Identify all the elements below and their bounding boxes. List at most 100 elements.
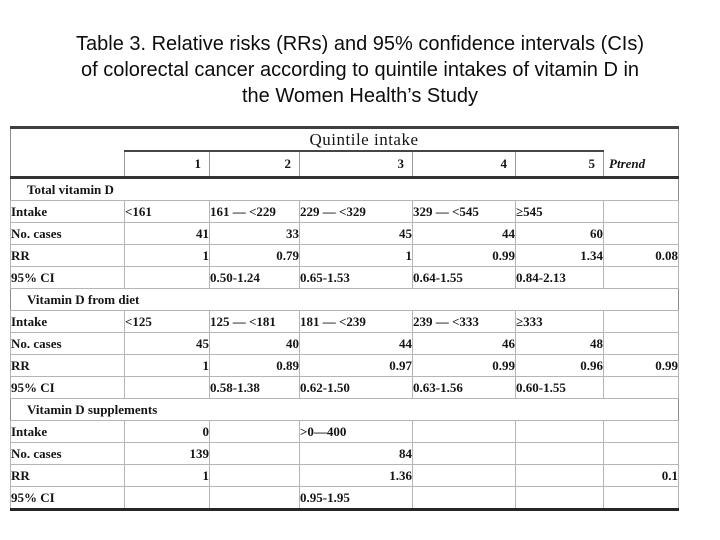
table-cell: 1 bbox=[124, 354, 210, 377]
table-cell bbox=[514, 420, 605, 443]
table-cell: 45 bbox=[299, 222, 413, 245]
table-cell: <161 bbox=[124, 200, 210, 223]
table-cell bbox=[412, 420, 516, 443]
table-cell: 329 — <545 bbox=[412, 200, 516, 223]
table-cell: 0.60-1.55 bbox=[514, 376, 605, 399]
table-cell: 41 bbox=[124, 222, 210, 245]
table-cell: 40 bbox=[209, 332, 300, 355]
table-cell: 46 bbox=[412, 332, 516, 355]
table-cell bbox=[209, 486, 300, 510]
row-label: No. cases bbox=[10, 442, 125, 465]
quintile-5-header: 5 bbox=[514, 151, 605, 179]
row-no-cases: No. cases 45 40 44 46 48 bbox=[10, 332, 680, 355]
table-cell: 0.62-1.50 bbox=[299, 376, 413, 399]
table-cell: 239 — <333 bbox=[412, 310, 516, 333]
ptrend-cell bbox=[603, 376, 680, 399]
table-cell: 0.63-1.56 bbox=[412, 376, 516, 399]
header-spacer bbox=[10, 151, 125, 179]
table-cell: 1 bbox=[124, 464, 210, 487]
vitamin-d-table: Quintile intake 1 2 3 4 5 Ptrend Total v… bbox=[10, 126, 680, 511]
ptrend-cell: 0.99 bbox=[603, 354, 680, 377]
ptrend-cell: 0.08 bbox=[603, 244, 680, 267]
ptrend-cell bbox=[603, 200, 680, 223]
table-cell: 161 — <229 bbox=[209, 200, 300, 223]
row-label: Intake bbox=[10, 420, 125, 443]
section-row-total-vitamin-d: Total vitamin D bbox=[10, 177, 679, 201]
table-cell: 0.64-1.55 bbox=[412, 266, 516, 289]
table-cell: <125 bbox=[124, 310, 210, 333]
section-label: Vitamin D supplements bbox=[10, 398, 679, 421]
row-no-cases: No. cases 139 84 bbox=[10, 442, 680, 465]
row-intake: Intake <125 125 — <181 181 — <239 239 — … bbox=[10, 310, 680, 333]
table-cell: 0.65-1.53 bbox=[299, 266, 413, 289]
table-cell: 0.99 bbox=[412, 244, 516, 267]
header-row-numbers: 1 2 3 4 5 Ptrend bbox=[10, 151, 679, 179]
table-cell: 125 — <181 bbox=[209, 310, 300, 333]
quintile-4-header: 4 bbox=[412, 151, 516, 179]
row-label: Intake bbox=[10, 200, 125, 223]
table-cell: 0.97 bbox=[299, 354, 413, 377]
row-intake: Intake 0 >0—400 bbox=[10, 420, 680, 443]
table-cell bbox=[209, 442, 300, 465]
ptrend-cell bbox=[603, 486, 680, 510]
slide-title-line-3: the Women Health’s Study bbox=[241, 85, 479, 107]
row-no-cases: No. cases 41 33 45 44 60 bbox=[10, 222, 680, 245]
header-row-quintile: Quintile intake bbox=[11, 127, 679, 152]
table-cell: 48 bbox=[514, 332, 605, 355]
section-label: Vitamin D from diet bbox=[10, 288, 679, 311]
table-cell: 44 bbox=[412, 222, 516, 245]
table-cell: 0.89 bbox=[209, 354, 300, 377]
table-cell bbox=[514, 464, 605, 487]
table-cell bbox=[124, 266, 210, 289]
table-cell: 84 bbox=[299, 442, 413, 465]
table-cell: 45 bbox=[124, 332, 210, 355]
table-cell bbox=[412, 464, 516, 487]
table-cell: 0 bbox=[124, 420, 210, 443]
ptrend-cell bbox=[603, 332, 680, 355]
quintile-intake-header: Quintile intake bbox=[124, 127, 604, 152]
table-cell bbox=[514, 486, 605, 510]
table-cell bbox=[124, 376, 210, 399]
table-cell: 44 bbox=[299, 332, 413, 355]
row-95ci: 95% CI 0.50-1.24 0.65-1.53 0.64-1.55 0.8… bbox=[10, 266, 680, 289]
row-label: Intake bbox=[10, 310, 125, 333]
row-label: No. cases bbox=[10, 332, 125, 355]
table-cell: 0.50-1.24 bbox=[209, 266, 300, 289]
table-cell bbox=[209, 464, 300, 487]
slide-title: Table 3. Relative risks (RRs) and 95% co… bbox=[0, 0, 720, 109]
row-label: 95% CI bbox=[10, 486, 125, 510]
slide-title-line-2: of colorectal cancer according to quinti… bbox=[80, 59, 640, 81]
table-cell bbox=[209, 420, 300, 443]
section-row-vitamin-d-from-diet: Vitamin D from diet bbox=[10, 288, 679, 311]
quintile-1-header: 1 bbox=[124, 151, 210, 179]
data-table-container: Quintile intake 1 2 3 4 5 Ptrend Total v… bbox=[10, 126, 680, 511]
table-cell: 0.79 bbox=[209, 244, 300, 267]
row-label: RR bbox=[10, 464, 125, 487]
header-spacer bbox=[604, 128, 679, 152]
row-95ci: 95% CI 0.95-1.95 bbox=[10, 486, 680, 510]
row-rr: RR 1 1.36 0.1 bbox=[10, 464, 680, 487]
ptrend-header: Ptrend bbox=[603, 151, 679, 179]
row-label: 95% CI bbox=[10, 266, 125, 289]
table-cell: 0.95-1.95 bbox=[299, 486, 413, 510]
table-cell: 1.36 bbox=[299, 464, 413, 487]
table-cell: 60 bbox=[514, 222, 605, 245]
row-intake: Intake <161 161 — <229 229 — <329 329 — … bbox=[10, 200, 680, 223]
table-cell: 0.58-1.38 bbox=[209, 376, 300, 399]
row-label: No. cases bbox=[10, 222, 125, 245]
quintile-2-header: 2 bbox=[209, 151, 300, 179]
table-cell bbox=[124, 486, 210, 510]
quintile-3-header: 3 bbox=[299, 151, 413, 179]
table-cell: 0.96 bbox=[514, 354, 605, 377]
ptrend-cell bbox=[603, 310, 680, 333]
table-cell: 181 — <239 bbox=[299, 310, 413, 333]
ptrend-cell bbox=[603, 266, 680, 289]
row-95ci: 95% CI 0.58-1.38 0.62-1.50 0.63-1.56 0.6… bbox=[10, 376, 680, 399]
ptrend-cell bbox=[603, 420, 680, 443]
section-label: Total vitamin D bbox=[10, 177, 679, 201]
row-label: 95% CI bbox=[10, 376, 125, 399]
table-cell: 139 bbox=[124, 442, 210, 465]
table-cell bbox=[412, 442, 516, 465]
ptrend-cell bbox=[603, 222, 680, 245]
